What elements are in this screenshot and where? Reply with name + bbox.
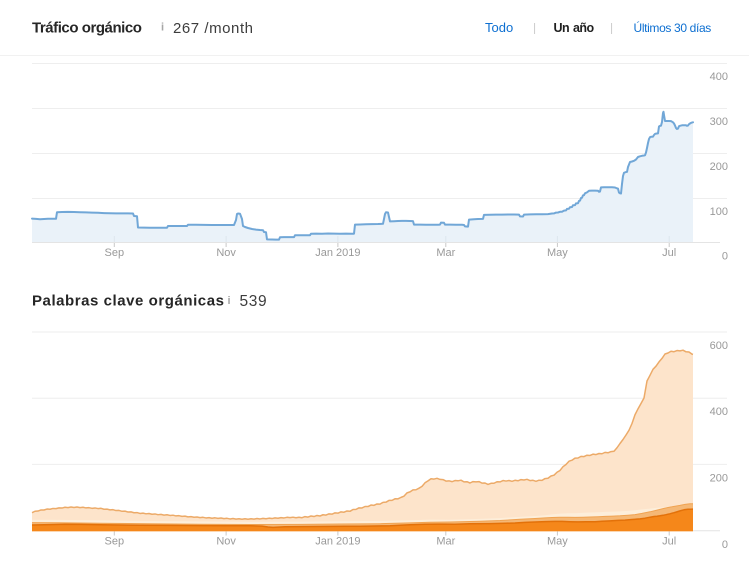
svg-text:Jul: Jul (662, 247, 676, 259)
svg-text:May: May (547, 247, 568, 259)
svg-text:Todo: Todo (485, 20, 513, 35)
svg-text:|: | (610, 21, 613, 35)
svg-text:267 /month: 267 /month (173, 20, 254, 37)
svg-text:Mar: Mar (436, 247, 455, 259)
svg-text:i: i (228, 295, 231, 307)
svg-text:400: 400 (710, 406, 728, 418)
svg-text:Sep: Sep (105, 536, 125, 548)
svg-text:600: 600 (710, 340, 728, 352)
svg-text:Un año: Un año (554, 21, 595, 35)
svg-text:Mar: Mar (436, 536, 455, 548)
svg-text:539: 539 (240, 293, 268, 310)
svg-text:200: 200 (710, 472, 728, 484)
svg-text:Sep: Sep (105, 247, 125, 259)
svg-text:200: 200 (710, 161, 728, 173)
svg-text:Jul: Jul (662, 536, 676, 548)
svg-text:May: May (547, 536, 568, 548)
svg-text:|: | (533, 21, 536, 35)
svg-text:0: 0 (722, 251, 728, 263)
svg-text:0: 0 (722, 539, 728, 551)
svg-text:100: 100 (710, 206, 728, 218)
svg-text:400: 400 (710, 71, 728, 83)
svg-text:300: 300 (710, 116, 728, 128)
svg-text:Nov: Nov (216, 536, 236, 548)
svg-text:Tráfico orgánico: Tráfico orgánico (32, 20, 142, 37)
svg-text:Jan 2019: Jan 2019 (315, 536, 360, 548)
svg-text:Últimos 30 días: Últimos 30 días (634, 20, 712, 35)
svg-text:Palabras clave orgánicas: Palabras clave orgánicas (32, 293, 224, 310)
svg-text:Jan 2019: Jan 2019 (315, 247, 360, 259)
svg-text:i: i (161, 22, 164, 34)
svg-text:Nov: Nov (216, 247, 236, 259)
